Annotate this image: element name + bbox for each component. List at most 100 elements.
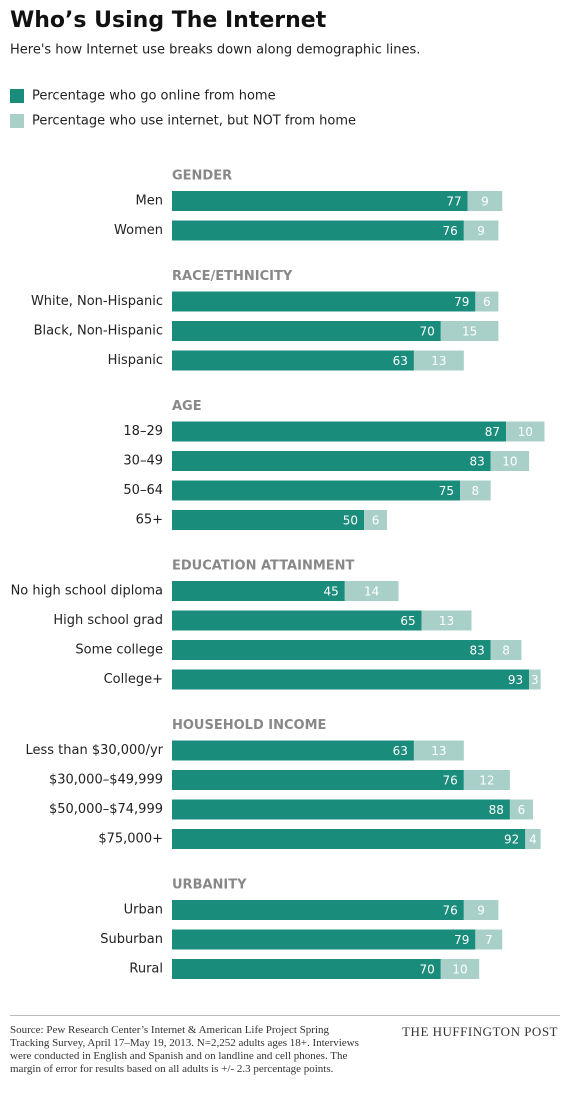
value-label: 75 xyxy=(439,484,454,498)
value-label: 88 xyxy=(489,803,504,817)
category-label: No high school diploma xyxy=(11,584,163,599)
bar-segment xyxy=(467,191,503,211)
bar-segment xyxy=(509,799,533,820)
group-header: AGE xyxy=(172,399,202,414)
bar-segment xyxy=(172,640,491,660)
bar-segment xyxy=(172,480,460,501)
group-header: URBANITY xyxy=(172,878,247,893)
value-label: 8 xyxy=(472,484,480,498)
value-label: 8 xyxy=(502,644,510,658)
value-label: 15 xyxy=(462,325,477,339)
bar-segment xyxy=(529,669,541,690)
value-label: 4 xyxy=(529,833,537,847)
bar-segment xyxy=(172,770,464,790)
bar-segment xyxy=(172,220,464,241)
bar-segment xyxy=(463,770,510,790)
category-label: Black, Non-Hispanic xyxy=(34,324,163,339)
bar-segment xyxy=(172,829,526,849)
category-label: $50,000–$74,999 xyxy=(49,802,163,817)
category-label: 65+ xyxy=(136,513,163,528)
value-label: 7 xyxy=(485,933,493,947)
group-header: EDUCATION ATTAINMENT xyxy=(172,559,355,574)
value-label: 65 xyxy=(400,614,415,628)
value-label: 6 xyxy=(372,514,380,528)
category-label: White, Non-Hispanic xyxy=(31,294,163,309)
bar-segment xyxy=(463,220,499,241)
legend-swatch xyxy=(10,114,24,128)
legend-swatch xyxy=(10,89,24,103)
value-label: 93 xyxy=(508,673,523,687)
value-label: 63 xyxy=(393,744,408,758)
bar-segment xyxy=(172,191,468,211)
category-label: College+ xyxy=(104,672,163,687)
value-label: 14 xyxy=(364,585,379,599)
value-label: 83 xyxy=(469,455,484,469)
category-label: Less than $30,000/yr xyxy=(25,743,163,758)
bar-segment xyxy=(475,291,499,312)
bar-segment xyxy=(463,900,499,920)
bar-segment xyxy=(172,510,364,530)
chart: Who’s Using The Internet Here's how Inte… xyxy=(10,8,545,979)
category-label: Suburban xyxy=(100,932,163,947)
value-label: 9 xyxy=(481,195,489,209)
bar-segment xyxy=(413,740,464,761)
value-label: 9 xyxy=(477,904,485,918)
bar-segment xyxy=(525,829,541,849)
bar-segment xyxy=(413,350,464,371)
value-label: 92 xyxy=(504,833,519,847)
source-note: Source: Pew Research Center’s Internet &… xyxy=(10,1024,359,1075)
bar-segment xyxy=(172,669,530,690)
value-label: 76 xyxy=(443,224,458,238)
category-label: 50–64 xyxy=(123,483,163,498)
category-label: $75,000+ xyxy=(98,832,163,847)
value-label: 83 xyxy=(469,644,484,658)
value-label: 70 xyxy=(420,963,435,977)
value-label: 79 xyxy=(454,933,469,947)
bar-segment xyxy=(172,929,476,950)
value-label: 76 xyxy=(443,904,458,918)
chart-title: Who’s Using The Internet xyxy=(10,8,327,33)
bar-segment xyxy=(440,959,480,979)
group-header: RACE/ETHNICITY xyxy=(172,269,293,284)
bar-segment xyxy=(172,321,441,341)
value-label: 76 xyxy=(443,774,458,788)
value-label: 9 xyxy=(477,224,485,238)
category-label: $30,000–$49,999 xyxy=(49,773,163,788)
divider xyxy=(10,1015,560,1016)
bar-segment xyxy=(172,581,345,601)
bar-segment xyxy=(172,799,510,820)
legend-label: Percentage who use internet, but NOT fro… xyxy=(32,114,356,129)
category-label: Some college xyxy=(75,643,163,658)
value-label: 10 xyxy=(452,963,467,977)
value-label: 10 xyxy=(502,455,517,469)
value-label: 87 xyxy=(485,425,500,439)
bar-segment xyxy=(172,291,476,312)
chart-subtitle: Here's how Internet use breaks down alon… xyxy=(10,43,420,58)
value-label: 63 xyxy=(393,354,408,368)
bar-segment xyxy=(475,929,503,950)
bar-segment xyxy=(440,321,499,341)
category-label: High school grad xyxy=(53,613,163,628)
value-label: 3 xyxy=(531,673,539,687)
bar-segment xyxy=(172,959,441,979)
bar-segment xyxy=(172,451,491,471)
bar-segment xyxy=(172,900,464,920)
bar-segment xyxy=(172,421,507,442)
value-label: 50 xyxy=(343,514,358,528)
value-label: 13 xyxy=(439,614,454,628)
bar-segment xyxy=(460,480,491,501)
bar-segment xyxy=(172,610,422,631)
value-label: 13 xyxy=(431,744,446,758)
category-label: Men xyxy=(136,194,163,209)
category-label: Urban xyxy=(124,903,163,918)
bar-segment xyxy=(506,421,545,442)
value-label: 12 xyxy=(479,774,494,788)
bar-segment xyxy=(344,581,399,601)
bar-segment xyxy=(364,510,388,530)
group-header: GENDER xyxy=(172,169,232,184)
bar-segment xyxy=(172,350,414,371)
value-label: 45 xyxy=(324,585,339,599)
category-label: Hispanic xyxy=(108,353,163,368)
group-header: HOUSEHOLD INCOME xyxy=(172,718,326,733)
